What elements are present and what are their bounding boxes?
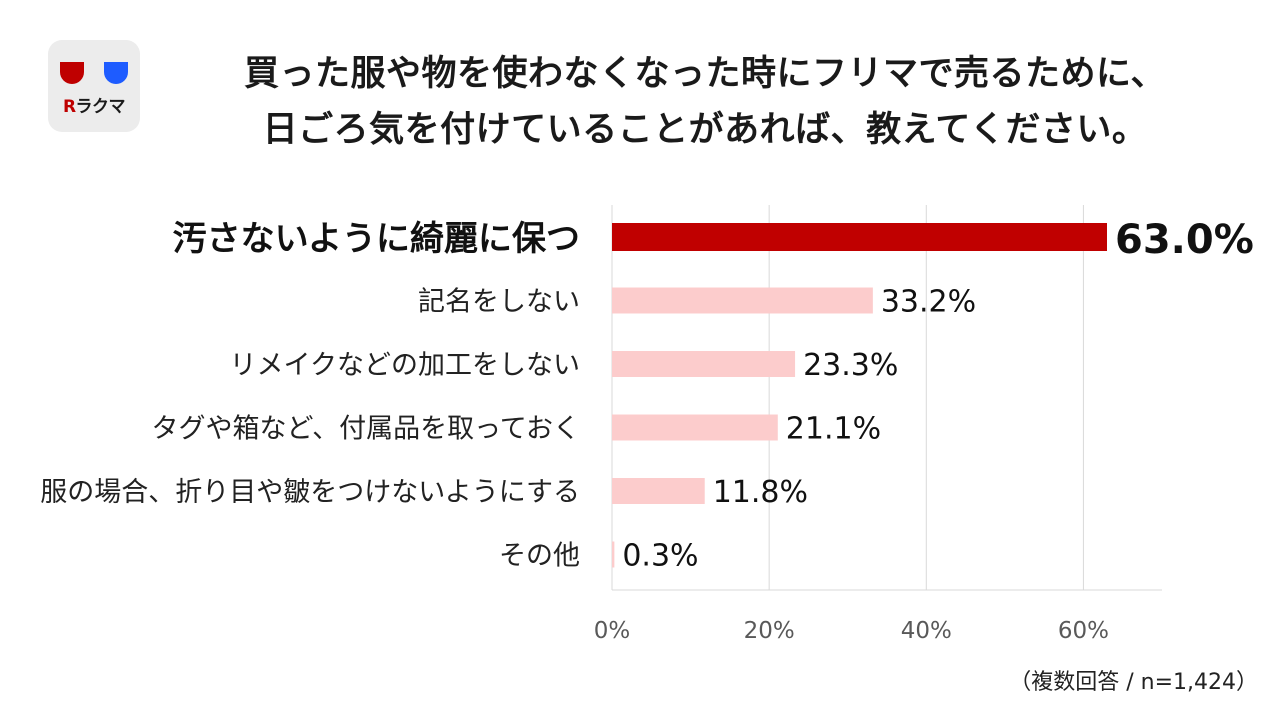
title-line-1: 買った服や物を使わなくなった時にフリマで売るために、: [244, 54, 1166, 94]
logo-text: Rラクマ: [48, 92, 140, 117]
logo-name: ラクマ: [75, 97, 126, 117]
data-label: 21.1%: [786, 412, 881, 447]
data-label: 0.3%: [622, 539, 698, 574]
bar: [612, 414, 778, 441]
page-title: 買った服や物を使わなくなった時にフリマで売るために、 日ごろ気を付けていることが…: [150, 46, 1260, 158]
data-label: 11.8%: [713, 475, 808, 510]
logo-icon: [60, 62, 128, 84]
bar: [612, 351, 796, 377]
x-tick-label: 60%: [1058, 618, 1109, 644]
category-label: 記名をしない: [418, 287, 580, 318]
sample-note: （複数回答 / n=1,424）: [1009, 670, 1258, 695]
bar: [612, 287, 873, 314]
data-label: 23.3%: [803, 348, 898, 383]
x-tick-label: 40%: [901, 618, 952, 644]
x-tick-label: 0%: [594, 618, 631, 644]
category-label: リメイクなどの加工をしない: [230, 350, 580, 381]
category-label: 汚さないように綺麗に保つ: [173, 219, 580, 259]
category-label: 服の場合、折り目や皺をつけないようにする: [40, 477, 580, 508]
bar: [612, 478, 705, 504]
data-label: 63.0%: [1115, 217, 1254, 263]
category-label: タグや箱など、付属品を取っておく: [152, 414, 581, 445]
rakuma-logo: Rラクマ: [48, 40, 140, 132]
logo-red-cup-icon: [60, 62, 84, 84]
category-label: その他: [499, 541, 580, 572]
logo-r-letter: R: [62, 97, 76, 117]
bar: [612, 541, 615, 568]
data-label: 33.2%: [881, 285, 976, 320]
x-tick-label: 20%: [744, 618, 795, 644]
logo-blue-cup-icon: [104, 62, 128, 84]
bar: [612, 223, 1107, 251]
title-line-2: 日ごろ気を付けていることがあれば、教えてください。: [262, 110, 1148, 150]
